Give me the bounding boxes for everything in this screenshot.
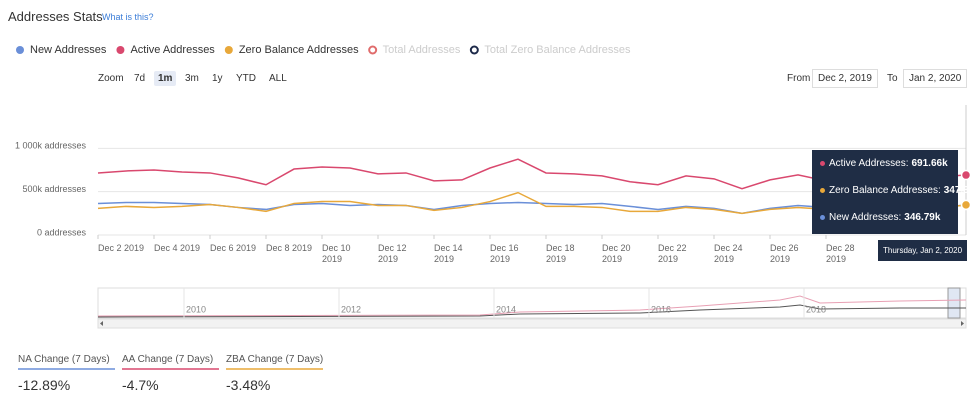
stat-value: -12.89% (18, 377, 71, 393)
legend-label: Zero Balance Addresses (239, 44, 359, 56)
y-tick-label: 500k addresses (22, 184, 86, 194)
x-tick-label: Dec 22 2019 (658, 243, 687, 264)
navigator-label: 2010 (186, 304, 206, 314)
y-tick-label: 1 000k addresses (15, 141, 87, 151)
to-input[interactable]: Jan 2, 2020 (903, 69, 968, 88)
x-tick-label: Dec 14 2019 (434, 243, 463, 264)
legend-marker (224, 46, 233, 54)
tooltip-series-name: Active Addresses (829, 158, 909, 169)
zoom-button[interactable]: 1m (154, 71, 177, 86)
from-label: From (787, 73, 811, 84)
tooltip-dot (820, 160, 825, 166)
stat-label: NA Change (7 Days) (18, 354, 110, 365)
x-tick-label: Dec 18 2019 (546, 243, 575, 264)
tooltip-row: Zero Balance Addresses347.34k (820, 185, 980, 196)
tooltip-date: Thursday, Jan 2, 2020 (878, 240, 968, 261)
tooltip-row: New Addresses346.79k (820, 212, 940, 223)
from-input[interactable]: Dec 2, 2019 (812, 69, 878, 88)
x-tick-label: Dec 2 2019 (98, 243, 145, 253)
navigator-label: 2016 (651, 304, 671, 314)
x-tick-label: Dec 28 2019 (826, 243, 855, 264)
legend-marker (116, 46, 125, 54)
navigator-label: 2014 (496, 304, 516, 314)
x-tick-label: Dec 4 2019 (154, 243, 201, 253)
legend-marker (16, 46, 24, 54)
stat-value: -4.7% (122, 377, 159, 393)
navigator-window (947, 287, 961, 319)
x-tick-label: Dec 8 2019 (266, 243, 313, 253)
x-tick-label: Dec 24 2019 (714, 243, 743, 264)
legend-marker (469, 45, 479, 55)
help-link[interactable]: What is this? (102, 12, 154, 22)
zoom-button[interactable]: YTD (236, 73, 256, 84)
scroll-arrow (100, 321, 103, 326)
hover-marker (960, 169, 972, 181)
tooltip-dot (820, 214, 825, 220)
navigator-series (97, 304, 966, 318)
legend-label: New Addresses (30, 44, 107, 56)
legend-label: Active Addresses (130, 44, 215, 56)
tooltip-series-name: Zero Balance Addresses (829, 185, 941, 196)
tooltip-row: Active Addresses691.66k (820, 158, 948, 169)
x-tick-label: Dec 6 2019 (210, 243, 257, 253)
navigator-label: 2018 (806, 304, 826, 314)
stat-label: AA Change (7 Days) (122, 354, 214, 365)
tooltip-dot (820, 187, 825, 193)
scrollbar (97, 318, 967, 329)
hover-marker (960, 199, 972, 211)
x-tick-label: Dec 26 2019 (770, 243, 799, 264)
zoom-button[interactable]: 7d (134, 73, 146, 84)
scroll-arrow (961, 321, 964, 326)
y-tick-label: 0 addresses (37, 227, 87, 237)
legend-label: Total Zero Balance Addresses (484, 44, 631, 56)
tooltip-value: 346.79k (904, 212, 941, 223)
x-tick-label: Dec 12 2019 (378, 243, 407, 264)
to-label: To (887, 73, 898, 84)
stat-label: ZBA Change (7 Days) (226, 354, 324, 365)
page-title: Addresses Stats (8, 9, 103, 24)
navigator-label: 2012 (341, 304, 361, 314)
navigator-series (97, 295, 967, 317)
zoom-button[interactable]: 3m (185, 73, 199, 84)
tooltip: Active Addresses691.66k Zero Balance Addr… (812, 150, 980, 234)
zoom-button[interactable]: ALL (269, 73, 287, 84)
x-tick-label: Dec 20 2019 (602, 243, 631, 264)
tooltip-value: 347.34k (943, 185, 980, 196)
tooltip-series-name: New Addresses (829, 212, 901, 223)
zoom-button[interactable]: 1y (212, 73, 223, 84)
legend-label: Total Addresses (383, 44, 461, 56)
zoom-label: Zoom (98, 73, 124, 84)
tooltip-value: 691.66k (911, 158, 948, 169)
x-tick-label: Dec 16 2019 (490, 243, 519, 264)
x-tick-label: Dec 10 2019 (322, 243, 351, 264)
stat-value: -3.48% (226, 377, 271, 393)
legend-marker (368, 45, 378, 55)
